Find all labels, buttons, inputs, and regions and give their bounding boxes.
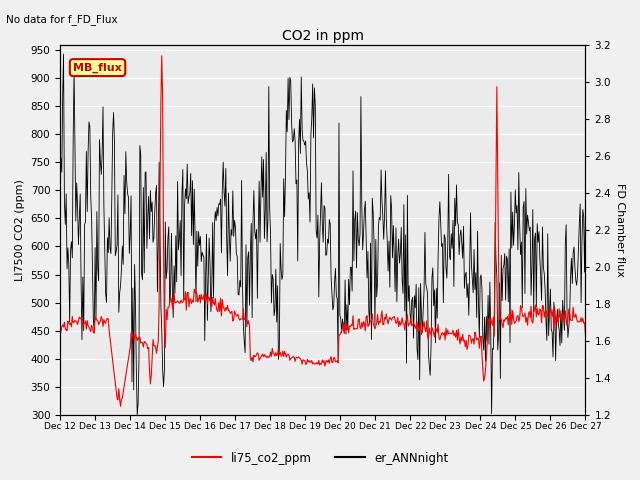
Legend: li75_co2_ppm, er_ANNnight: li75_co2_ppm, er_ANNnight <box>187 447 453 469</box>
Text: MB_flux: MB_flux <box>73 62 122 73</box>
Y-axis label: FD Chamber flux: FD Chamber flux <box>615 183 625 276</box>
Text: No data for f_FD_Flux: No data for f_FD_Flux <box>6 14 118 25</box>
Y-axis label: LI7500 CO2 (ppm): LI7500 CO2 (ppm) <box>15 179 25 281</box>
Title: CO2 in ppm: CO2 in ppm <box>282 29 364 43</box>
